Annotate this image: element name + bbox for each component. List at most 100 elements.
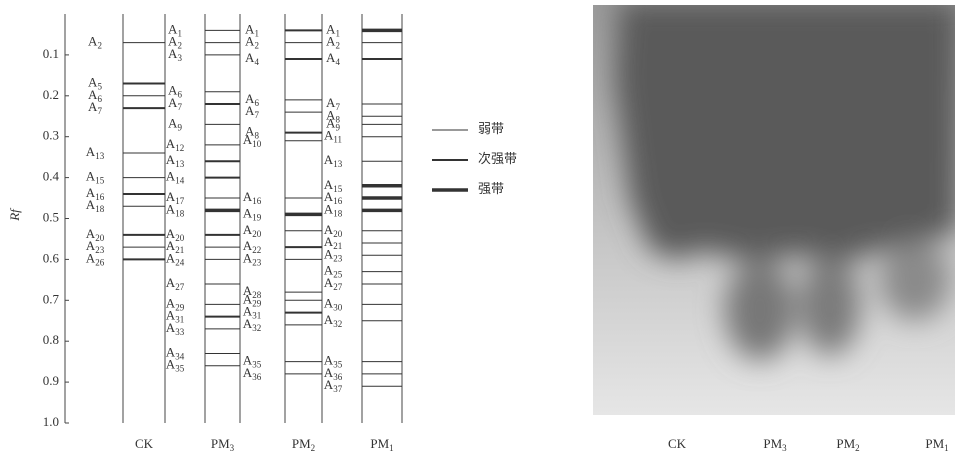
y-axis-label: Rf [7, 207, 22, 222]
band-id: 33 [175, 327, 185, 337]
band-label: A4 [326, 50, 340, 67]
band-id: 10 [252, 139, 262, 149]
band-label: A27 [166, 275, 185, 292]
band-id: 14 [175, 176, 185, 186]
band-id: 21 [175, 245, 184, 255]
band-id: 32 [252, 323, 261, 333]
band-id: 31 [252, 311, 261, 321]
band-id: 5 [97, 82, 102, 92]
lane-subscript: 3 [230, 443, 235, 453]
band-id: 18 [333, 208, 343, 218]
band-id: 34 [175, 352, 185, 362]
lane-label: PM3 [763, 436, 787, 453]
band-id: 23 [252, 257, 262, 267]
lane-subscript: 1 [944, 443, 949, 453]
band-id: 32 [333, 319, 342, 329]
band-id: 26 [95, 257, 105, 267]
band-id: 35 [333, 360, 343, 370]
legend-label: 次强带 [478, 151, 517, 166]
y-tick-label: 0.5 [43, 209, 59, 224]
lane-label: CK [668, 436, 687, 451]
band-id: 27 [333, 282, 343, 292]
band-label: A14 [166, 169, 185, 186]
lane-name: PM [292, 436, 311, 451]
band-id: 3 [177, 53, 182, 63]
y-tick-label: 0.7 [43, 291, 60, 306]
band-id: 11 [333, 135, 342, 145]
y-tick-label: 0.6 [43, 250, 60, 265]
band-id: 16 [333, 196, 343, 206]
band-id: 12 [175, 143, 184, 153]
band-id: 30 [333, 302, 343, 312]
gel-photo [593, 0, 957, 415]
y-tick-label: 1.0 [43, 414, 59, 429]
band-id: 15 [333, 184, 343, 194]
band-id: 37 [333, 384, 343, 394]
y-tick-label: 0.3 [43, 128, 59, 143]
band-id: 15 [95, 176, 105, 186]
band-label: A13 [324, 152, 343, 169]
lane-subscript: 3 [782, 443, 787, 453]
legend-label: 强带 [478, 181, 504, 196]
band-id: 20 [95, 233, 105, 243]
band-id: 7 [254, 110, 259, 120]
band-id: 27 [175, 282, 185, 292]
y-tick-label: 0.4 [43, 169, 60, 184]
band-id: 2 [97, 41, 102, 51]
band-id: 24 [175, 257, 185, 267]
band-label: A2 [88, 34, 102, 51]
y-tick-label: 0.1 [43, 46, 59, 61]
band-id: 1 [177, 28, 182, 38]
band-id: 20 [252, 229, 262, 239]
band-id: 7 [177, 102, 182, 112]
y-tick-label: 0.8 [43, 332, 59, 347]
band-label: A13 [166, 152, 185, 169]
band-id: 9 [335, 122, 340, 132]
band-id: 13 [333, 159, 343, 169]
band-id: 19 [252, 212, 262, 222]
band-id: 29 [175, 302, 185, 312]
band-id: 18 [95, 204, 105, 214]
band-id: 2 [177, 41, 182, 51]
band-id: 36 [252, 372, 262, 382]
band-id: 22 [252, 245, 261, 255]
y-tick-label: 0.2 [43, 87, 59, 102]
lane-name: PM [836, 436, 855, 451]
lane-name: CK [135, 436, 154, 451]
band-id: 17 [175, 196, 185, 206]
lane-label: PM2 [292, 436, 315, 453]
band-label: A20 [243, 222, 262, 239]
lane-label: PM2 [836, 436, 859, 453]
lane-label: PM1 [925, 436, 948, 453]
band-id: 2 [335, 41, 340, 51]
band-id: 6 [254, 98, 259, 108]
lane-name: CK [668, 436, 687, 451]
band-label: A4 [245, 50, 259, 67]
band-id: 20 [333, 229, 343, 239]
band-id: 9 [177, 122, 182, 132]
band-label: A16 [243, 189, 262, 206]
band-id: 1 [254, 28, 259, 38]
lane-name: PM [763, 436, 782, 451]
band-id: 23 [95, 245, 105, 255]
lane-label: PM1 [370, 436, 393, 453]
band-id: 35 [252, 360, 262, 370]
band-id: 23 [333, 253, 343, 263]
band-id: 25 [333, 270, 343, 280]
band-id: 7 [335, 102, 340, 112]
band-id: 13 [95, 151, 105, 161]
band-label: A30 [324, 295, 343, 312]
lane-name: PM [211, 436, 230, 451]
lane-label: PM3 [211, 436, 235, 453]
band-id: 4 [254, 57, 259, 67]
lane-subscript: 1 [389, 443, 394, 453]
band-label: A32 [324, 312, 342, 329]
band-id: 1 [335, 28, 340, 38]
band-id: 20 [175, 233, 185, 243]
lane-name: PM [925, 436, 944, 451]
band-label: A13 [86, 144, 105, 161]
band-id: 7 [97, 106, 102, 116]
band-id: 6 [97, 94, 102, 104]
band-id: 18 [175, 208, 185, 218]
band-label: A15 [86, 169, 105, 186]
